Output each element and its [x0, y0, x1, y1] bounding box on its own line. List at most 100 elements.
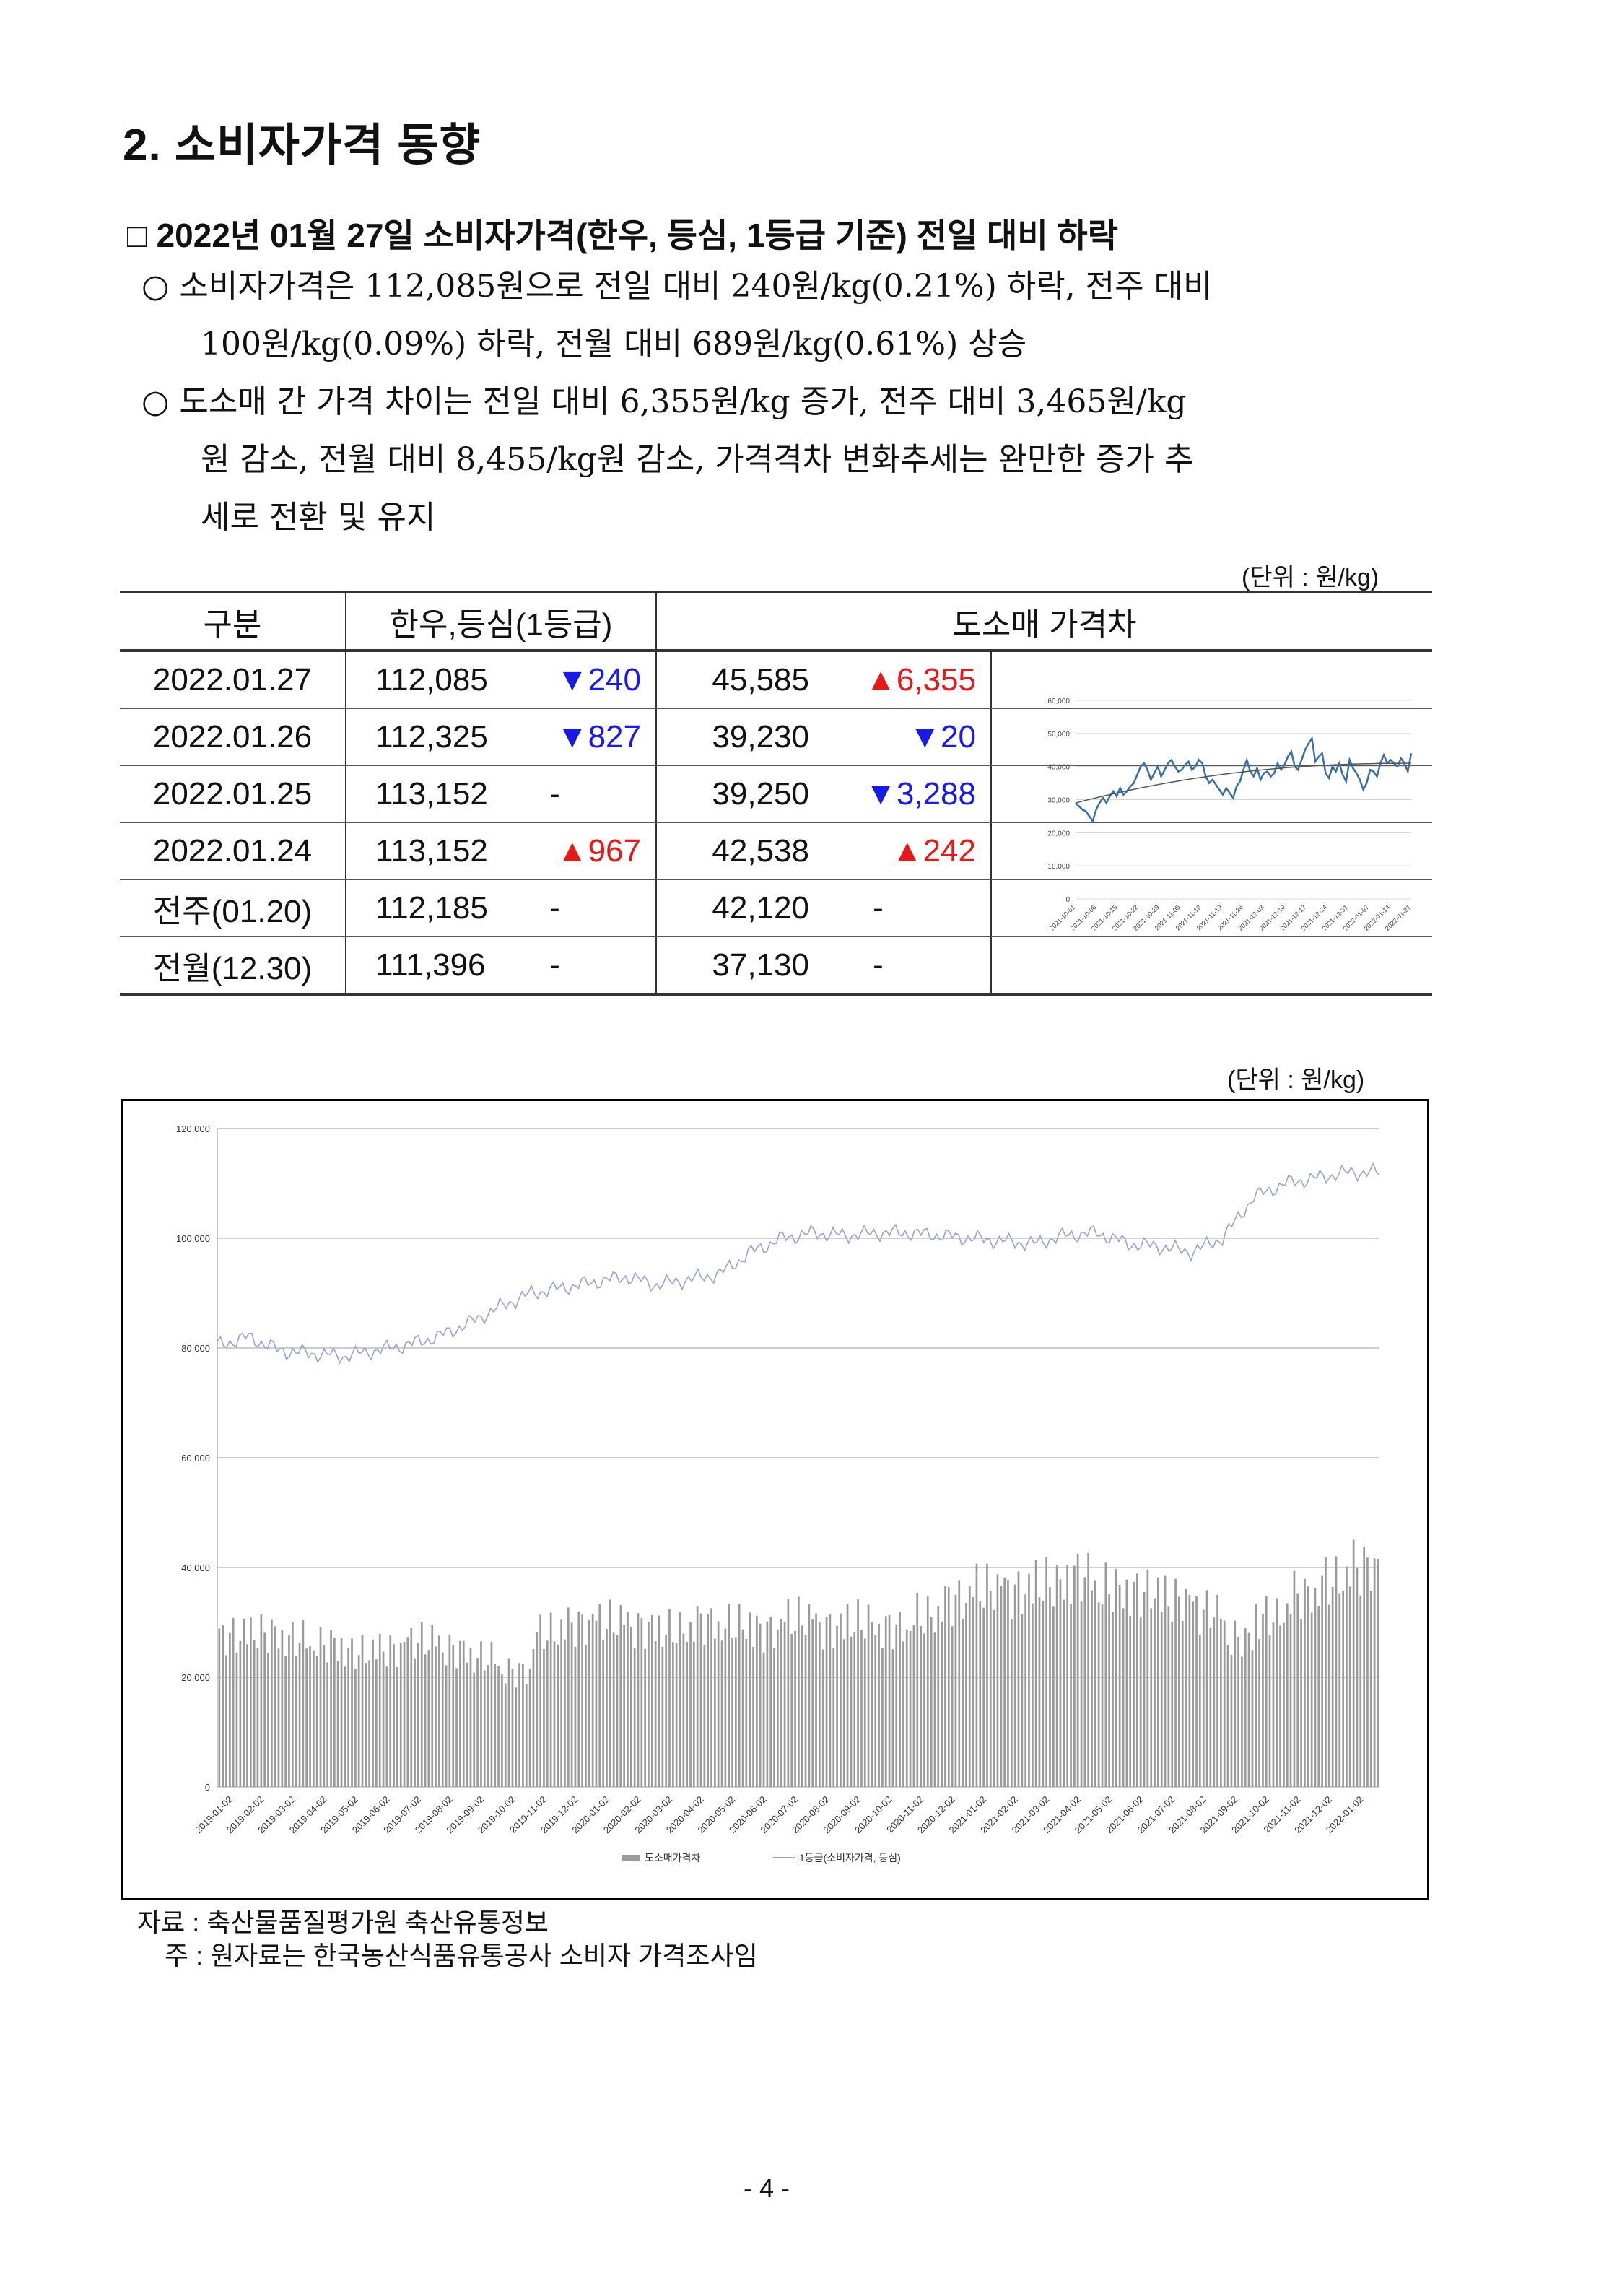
main-bar [993, 1610, 995, 1787]
table-row: 2022.01.26 112,325 ▼827 39,230 ▼20 [120, 708, 1432, 766]
main-bar [326, 1662, 328, 1787]
main-bar [1251, 1650, 1254, 1787]
main-bar [522, 1664, 524, 1787]
row-gap-change: ▲6,355 [824, 651, 991, 709]
main-bar [759, 1623, 762, 1787]
row-gap: 42,120 [655, 879, 824, 937]
main-bar [710, 1608, 712, 1787]
main-bar [564, 1639, 566, 1787]
main-bar [1195, 1596, 1198, 1787]
main-bar [1066, 1565, 1068, 1787]
main-bar [612, 1632, 615, 1787]
main-bar [1032, 1603, 1034, 1787]
main-bar [288, 1635, 290, 1787]
main-bar [1063, 1599, 1065, 1787]
main-bar [933, 1632, 936, 1787]
main-bar [260, 1614, 263, 1787]
main-bar [689, 1622, 692, 1787]
main-y-tick: 120,000 [176, 1123, 210, 1134]
chart-cell [990, 651, 1432, 709]
main-bar [256, 1648, 259, 1787]
main-bar [644, 1648, 646, 1787]
main-bar [1223, 1620, 1226, 1787]
main-bar [1178, 1596, 1180, 1787]
main-bar [863, 1638, 866, 1787]
row-date: 2022.01.26 [120, 708, 346, 766]
header-gap: 도소매 가격차 [655, 591, 1432, 652]
legend-bar-label: 도소매가격차 [645, 1852, 700, 1864]
main-consumer-price-line [217, 1162, 1380, 1365]
main-bar [916, 1593, 919, 1787]
main-bar [406, 1637, 409, 1787]
main-bar [1045, 1556, 1047, 1787]
main-bar [842, 1639, 845, 1787]
bullet-line: 100원/kg(0.09%) 하락, 전월 대비 689원/kg(0.61%) … [201, 326, 1027, 362]
main-bar [1094, 1580, 1096, 1787]
main-bar [1160, 1612, 1163, 1787]
main-bar [1011, 1619, 1013, 1787]
main-bar [1181, 1620, 1184, 1787]
main-price-chart: 020,00040,00060,00080,000100,000120,0002… [176, 1123, 1380, 1864]
main-bar [585, 1645, 587, 1787]
main-bar [1338, 1593, 1341, 1787]
main-bar [368, 1660, 370, 1787]
main-bar [651, 1615, 653, 1787]
main-bar [253, 1640, 256, 1787]
main-bar [769, 1617, 772, 1787]
main-bar [672, 1642, 674, 1787]
main-bar [557, 1644, 559, 1787]
main-bar [344, 1666, 346, 1787]
main-bar [1129, 1616, 1131, 1787]
mini-y-tick: 10,000 [1047, 863, 1070, 871]
unit-label-table: (단위 : 원/kg) [1242, 564, 1379, 591]
main-bar [1296, 1593, 1299, 1787]
main-bar [424, 1654, 427, 1787]
main-bar [1363, 1546, 1365, 1787]
main-bar [243, 1618, 245, 1787]
main-bar [574, 1646, 577, 1787]
main-bar [1276, 1598, 1278, 1787]
main-bar [958, 1580, 961, 1787]
main-bar [396, 1667, 398, 1787]
main-bar [895, 1624, 898, 1787]
main-bar [965, 1603, 967, 1787]
row-gap: 39,230 [655, 708, 824, 766]
main-bar [494, 1664, 497, 1787]
main-bar [972, 1597, 974, 1787]
table-row: 전주(01.20) 112,185-42,120- [120, 879, 1432, 937]
row-price-change: ▼240 [512, 651, 656, 709]
main-bar [623, 1625, 625, 1787]
main-bar [222, 1625, 224, 1787]
main-bar [570, 1622, 573, 1787]
source-note: 자료 : 축산물품질평가원 축산유통정보 [137, 1908, 549, 1937]
main-bar [347, 1648, 349, 1787]
main-bar [385, 1666, 388, 1787]
row-price-change: - [512, 936, 656, 996]
main-bar [1300, 1619, 1302, 1787]
main-bar [399, 1642, 402, 1787]
main-bar [1279, 1625, 1281, 1787]
main-bar [577, 1611, 580, 1787]
main-bar [1024, 1594, 1026, 1787]
main-bar [731, 1638, 733, 1787]
main-bar [469, 1648, 472, 1787]
main-bar [305, 1648, 308, 1787]
main-bar [1237, 1636, 1239, 1787]
main-bar [741, 1629, 744, 1787]
main-bar [1346, 1566, 1348, 1787]
chart-cell [990, 765, 1432, 823]
main-bar [1003, 1577, 1006, 1787]
main-y-tick: 40,000 [181, 1562, 210, 1573]
main-y-tick: 100,000 [176, 1233, 210, 1244]
main-bar [1272, 1622, 1275, 1787]
main-bar [476, 1658, 479, 1787]
main-bar [1034, 1560, 1037, 1787]
main-bar [962, 1619, 964, 1787]
row-gap: 45,585 [655, 651, 824, 709]
main-bar [857, 1599, 859, 1787]
main-bar [309, 1646, 311, 1787]
main-bar [232, 1617, 235, 1787]
main-bar [438, 1635, 440, 1787]
row-price-change: ▲967 [512, 822, 656, 880]
mini-y-tick: 0 [1065, 896, 1070, 904]
